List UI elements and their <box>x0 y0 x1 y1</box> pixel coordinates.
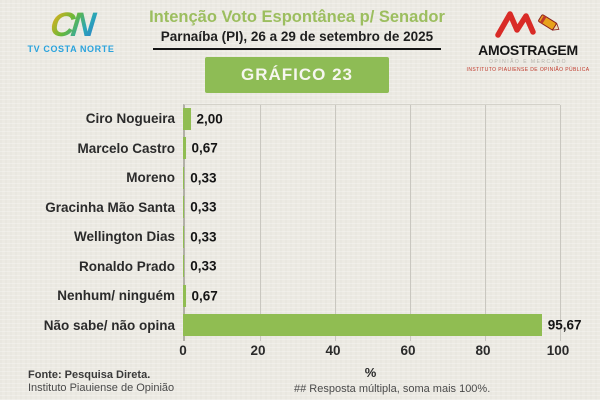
bar-cell: 0,67 <box>183 281 558 311</box>
x-axis-tick: 40 <box>325 343 341 358</box>
gridline <box>485 105 486 341</box>
bar-value-label: 0,33 <box>190 170 217 186</box>
bar <box>183 166 185 189</box>
tv-costa-norte-logo: CN TV COSTA NORTE <box>12 6 130 54</box>
bar <box>183 196 185 219</box>
gridline <box>560 105 561 341</box>
gridline <box>260 105 261 341</box>
category-label: Marcelo Castro <box>77 140 175 156</box>
x-axis: 0 20 40 60 80 100 <box>179 343 569 360</box>
category-label: Gracinha Mão Santa <box>45 199 175 215</box>
page-subtitle: Parnaíba (PI), 26 a 29 de setembro de 20… <box>160 28 434 44</box>
amostragem-subtext: INSTITUTO PIAUIENSE DE OPINIÃO PÚBLICA <box>466 67 590 73</box>
bar-cell: 0,33 <box>183 193 558 223</box>
bar <box>183 107 191 130</box>
bar-value-label: 0,33 <box>190 199 217 215</box>
bar-value-label: 0,67 <box>191 288 218 304</box>
category-label: Não sabe/ não opina <box>43 317 175 333</box>
bar-row: Ronaldo Prado 0,33 <box>0 252 600 282</box>
title-block: Intenção Voto Espontânea p/ Senador Parn… <box>130 6 464 93</box>
source-line-2: Instituto Piauiense de Opinião <box>28 382 175 395</box>
bar-value-label: 0,67 <box>191 140 218 156</box>
x-axis-tick: 20 <box>250 343 266 358</box>
bar-value-label: 0,33 <box>190 258 217 274</box>
x-axis-tick: 80 <box>475 343 491 358</box>
bar-cell: 0,33 <box>183 163 558 193</box>
bar <box>183 225 185 248</box>
category-label: Wellington Dias <box>73 229 175 245</box>
source-note: Fonte: Pesquisa Direta. Instituto Piauie… <box>28 369 174 397</box>
multiple-response-note: ## Resposta múltipla, soma mais 100%. <box>294 383 491 395</box>
bar-value-label: 95,67 <box>547 317 582 333</box>
tv-costa-norte-label: TV COSTA NORTE <box>27 44 115 54</box>
bar-cell: 0,33 <box>183 252 558 282</box>
category-label: Ciro Nogueira <box>85 111 175 127</box>
bar-row: Nenhum/ ninguém 0,67 <box>0 281 600 311</box>
amostragem-logo: AMOSTRAGEM OPINIÃO E MERCADO INSTITUTO P… <box>464 6 592 73</box>
x-axis-tick: 0 <box>179 343 187 358</box>
cn-logo-mark: CN <box>10 6 132 44</box>
bar-cell: 2,00 <box>183 104 558 134</box>
title-divider <box>153 47 441 50</box>
bar-row: Ciro Nogueira 2,00 <box>0 104 600 134</box>
chart-rows: Ciro Nogueira 2,00 Marcelo Castro 0,67 Moren… <box>0 104 600 340</box>
bar-row: Não sabe/ não opina 95,67 <box>0 311 600 341</box>
amostragem-tagline: OPINIÃO E MERCADO <box>488 59 567 65</box>
bar-value-label: 0,33 <box>190 229 217 245</box>
bar <box>183 137 186 160</box>
plot-area <box>183 104 561 341</box>
bar-row: Moreno 0,33 <box>0 163 600 193</box>
category-label: Moreno <box>126 170 175 186</box>
bar-row: Gracinha Mão Santa 0,33 <box>0 193 600 223</box>
x-axis-tick: 60 <box>400 343 416 358</box>
x-axis-tick: 100 <box>546 343 570 358</box>
x-axis-label: % <box>364 365 377 380</box>
bar-cell: 0,33 <box>183 222 558 252</box>
bar-row: Wellington Dias 0,33 <box>0 222 600 252</box>
bar-chart: Ciro Nogueira 2,00 Marcelo Castro 0,67 Moren… <box>0 104 600 380</box>
bar <box>183 314 542 337</box>
bar <box>183 284 186 307</box>
chart-number-badge: GRÁFICO 23 <box>204 56 390 93</box>
bar-cell: 0,67 <box>183 134 558 164</box>
amostragem-logo-mark <box>495 11 560 38</box>
pencil-icon <box>538 14 560 31</box>
gridline <box>335 105 336 341</box>
source-line-1: Fonte: Pesquisa Direta. <box>28 368 151 381</box>
bar <box>183 255 185 278</box>
amostragem-label: AMOSTRAGEM <box>478 42 578 58</box>
header: CN TV COSTA NORTE Intenção Voto Espontân… <box>0 0 600 93</box>
category-label: Nenhum/ ninguém <box>57 288 175 304</box>
bar-value-label: 2,00 <box>196 111 223 127</box>
bar-cell: 95,67 <box>183 311 582 341</box>
gridline <box>410 105 411 341</box>
page-title: Intenção Voto Espontânea p/ Senador <box>149 8 445 26</box>
category-label: Ronaldo Prado <box>78 258 175 274</box>
bar-row: Marcelo Castro 0,67 <box>0 134 600 164</box>
